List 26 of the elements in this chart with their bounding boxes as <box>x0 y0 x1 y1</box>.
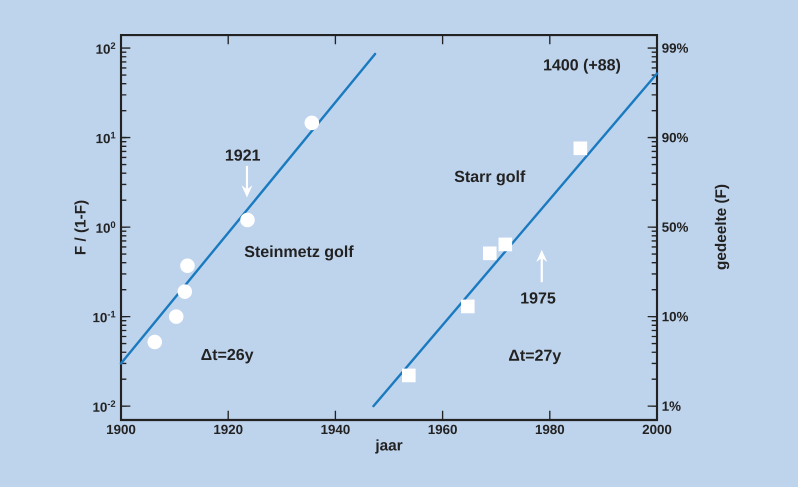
x-tick-label: 1980 <box>536 424 564 434</box>
text: 90% <box>662 132 688 142</box>
text: 1% <box>662 401 681 411</box>
annotation: Δt=27y <box>509 350 562 364</box>
y-tick-label: 10$^{-1}$ <box>93 310 116 322</box>
x-tick-label: 1920 <box>214 424 242 434</box>
x-tick-label: 1960 <box>428 424 457 434</box>
y-tick-label: 10$^{1}$ <box>96 132 116 144</box>
y2-axis-title: gedeelte (F) <box>714 184 730 270</box>
annotation: 1921 <box>226 149 260 161</box>
y-tick-label: 10$^{2}$ <box>96 42 116 54</box>
text: 10% <box>662 312 688 322</box>
annotation: Steinmetz golf <box>244 245 354 260</box>
annotation: 1400 (+88) <box>544 58 620 74</box>
x-tick-label: 1940 <box>321 424 350 434</box>
y-tick-label: 10$^{0}$ <box>96 221 116 233</box>
text: 99% <box>662 43 688 53</box>
text: 50% <box>662 222 688 232</box>
annotation: Starr golf <box>454 170 526 186</box>
x-axis-title: jaar <box>375 439 402 454</box>
x-tick-label: 1900 <box>107 424 136 434</box>
annotation: 1975 <box>521 292 556 304</box>
x-tick-label: 2000 <box>642 424 672 434</box>
y-axis-title: F / (1-F) <box>74 200 89 254</box>
annotation: Δt=26y <box>201 348 254 364</box>
y-tick-label: 10$^{-2}$ <box>93 400 116 412</box>
